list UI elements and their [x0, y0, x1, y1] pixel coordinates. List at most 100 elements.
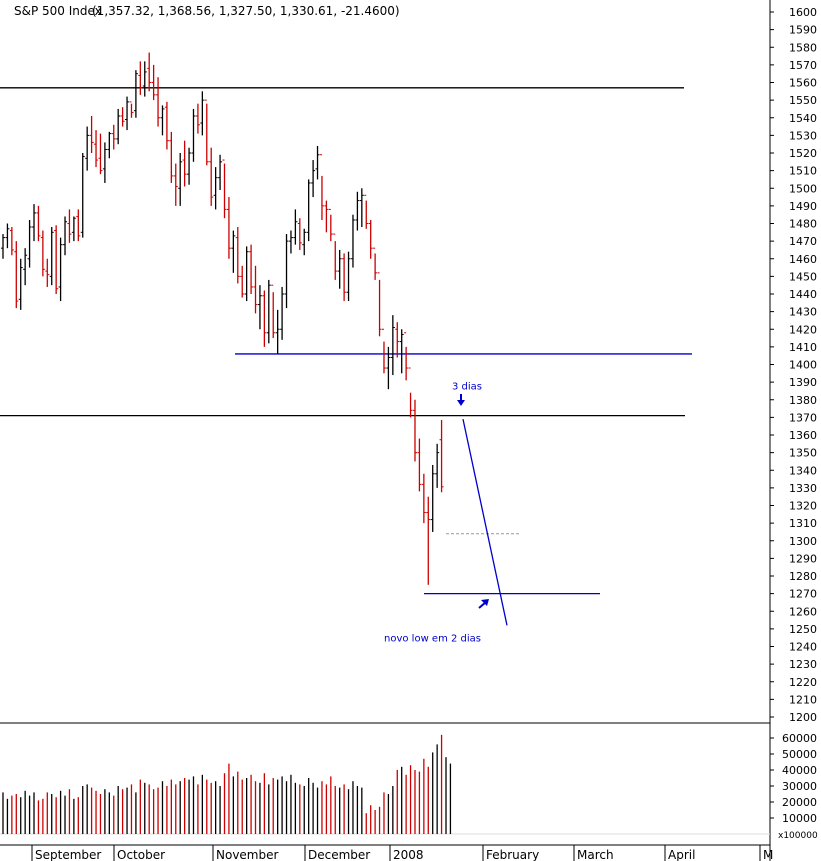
price-bar	[240, 265, 245, 298]
price-bar	[333, 233, 338, 280]
price-tick-label: 1580	[789, 41, 817, 54]
price-bar	[36, 205, 41, 242]
price-bar	[355, 191, 360, 231]
price-bar	[54, 225, 59, 294]
price-tick-label: 1280	[789, 570, 817, 583]
x-tick-label: 2008	[393, 848, 424, 861]
price-bar	[63, 216, 68, 256]
price-tick-label: 1460	[789, 253, 817, 266]
price-tick-label: 1410	[789, 341, 817, 354]
price-bar	[164, 101, 169, 150]
price-tick-label: 1360	[789, 429, 817, 442]
price-bar	[102, 142, 107, 183]
price-tick-label: 1390	[789, 376, 817, 389]
price-bar	[302, 228, 307, 256]
price-bar	[412, 399, 417, 462]
price-tick-label: 1320	[789, 500, 817, 513]
price-bar	[116, 108, 121, 145]
price-bar	[426, 496, 431, 585]
price-bar	[288, 230, 293, 254]
price-bar	[182, 140, 187, 187]
price-tick-label: 1510	[789, 165, 817, 178]
price-bar	[218, 154, 223, 191]
price-bar	[293, 209, 298, 245]
price-bar	[306, 179, 311, 242]
price-bars	[1, 52, 444, 585]
price-tick-label: 1210	[789, 693, 817, 706]
price-tick-label: 1380	[789, 394, 817, 407]
price-axis: 1200 1210 1220 1230 1240 1250 1260 1270 1280 1290…	[770, 6, 817, 724]
x-axis: September October November December 2008 Febr…	[31, 845, 773, 861]
price-bar	[342, 253, 347, 302]
price-bar	[404, 332, 409, 381]
price-bar	[58, 237, 63, 302]
price-bar	[275, 309, 280, 354]
price-bar	[80, 153, 85, 238]
price-bar	[18, 258, 23, 310]
chart-title-values: (1,357.32, 1,368.56, 1,327.50, 1,330.61,…	[92, 4, 400, 18]
annotation-3-dias: 3 dias	[452, 382, 482, 393]
price-bar	[386, 346, 391, 390]
volume-axis: 10000 20000 30000 40000 50000 60000 x100000	[770, 732, 818, 841]
price-bar	[364, 194, 369, 229]
price-bar	[14, 241, 19, 309]
price-bar	[346, 251, 351, 302]
price-bar	[49, 227, 54, 286]
price-bar	[40, 230, 45, 277]
price-bar	[284, 234, 289, 309]
price-bar	[262, 290, 267, 347]
x-tick-label: April	[668, 848, 695, 861]
price-bar	[151, 64, 156, 101]
price-bar	[32, 204, 37, 242]
price-bar	[1, 234, 5, 259]
price-bar	[280, 286, 285, 340]
price-bar	[244, 246, 249, 302]
price-bar	[249, 244, 254, 294]
price-tick-label: 1310	[789, 517, 817, 530]
price-tick-label: 1200	[789, 711, 817, 724]
price-tick-label: 1600	[789, 6, 817, 19]
x-tick-label: September	[35, 848, 101, 861]
trend-line-group	[462, 419, 508, 626]
price-bar	[5, 223, 10, 249]
price-tick-label: 1290	[789, 552, 817, 565]
price-bar	[85, 126, 90, 171]
price-tick-label: 1270	[789, 588, 817, 601]
price-bar	[142, 61, 147, 97]
price-bar	[417, 438, 422, 492]
price-bar	[231, 230, 236, 273]
price-tick-label: 1590	[789, 24, 817, 37]
price-bar	[266, 279, 271, 344]
price-bar	[9, 227, 14, 256]
price-bar	[125, 96, 130, 131]
price-bar	[395, 322, 400, 358]
price-bar	[319, 154, 324, 220]
price-bar	[45, 258, 50, 287]
price-bar	[94, 130, 99, 168]
price-bar	[200, 91, 205, 136]
price-bar	[195, 103, 200, 134]
price-bar	[421, 473, 426, 524]
price-tick-label: 1400	[789, 359, 817, 372]
volume-tick-label: 40000	[782, 764, 817, 777]
price-bar	[133, 70, 138, 118]
chart-title: S&P 500 Index	[14, 4, 102, 18]
price-tick-label: 1300	[789, 535, 817, 548]
grid-lines	[0, 0, 771, 861]
price-bar	[381, 328, 386, 374]
price-bar	[359, 188, 364, 228]
x-tick-label: November	[216, 848, 278, 861]
reference-lines	[0, 87, 692, 595]
price-bar	[377, 272, 382, 337]
price-bar	[138, 61, 143, 95]
price-bar	[253, 265, 258, 314]
price-tick-label: 1240	[789, 641, 817, 654]
price-bar	[71, 216, 76, 242]
price-bar	[439, 419, 444, 493]
price-tick-label: 1540	[789, 112, 817, 125]
volume-bars	[2, 734, 452, 834]
x-tick-label: February	[486, 848, 539, 861]
price-bar	[187, 147, 192, 185]
arrow-up-right-icon	[478, 599, 489, 609]
arrow-down-head	[457, 400, 465, 406]
